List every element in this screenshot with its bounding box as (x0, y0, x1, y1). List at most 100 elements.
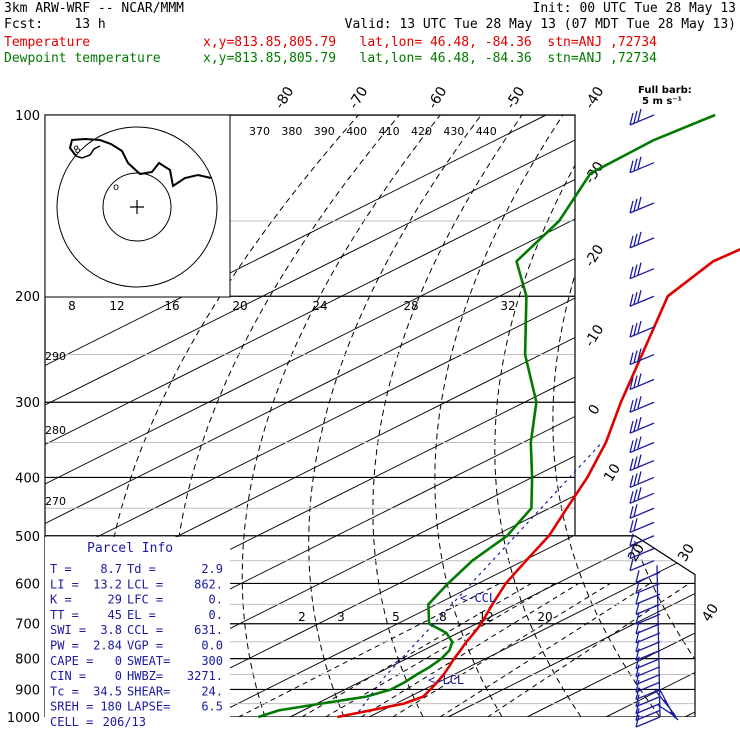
dry-adiabat (372, 115, 523, 717)
pressure-tick-label: 200 (15, 290, 40, 305)
isotherm (605, 115, 695, 717)
ccl-label: <-CCL (460, 591, 496, 605)
wind-barb-flag (633, 375, 638, 388)
wind-barb-flag (637, 156, 642, 169)
hodograph-speed-label: 28 (403, 299, 418, 313)
hodograph: 8o (44, 114, 231, 298)
wind-barb-flag (629, 475, 634, 488)
pressure-tick-label: 300 (15, 396, 40, 411)
wind-barb-staff (629, 114, 655, 126)
chart-frame (44, 114, 576, 717)
wind-barb-flag (629, 558, 634, 571)
wind-barb-flag (633, 322, 638, 336)
dry-adiabat (663, 115, 695, 717)
wind-barb-flag (633, 292, 638, 305)
wind-barb-flag (629, 112, 634, 126)
parcel-label: Tc = (50, 684, 79, 698)
wind-barb-flag (635, 570, 640, 583)
wind-barb-flag (633, 264, 638, 277)
full-barb-unit: 5 m s⁻¹ (642, 96, 682, 107)
parcel-value: 0. (209, 593, 223, 607)
parcel-label: SWI = (50, 623, 86, 637)
mixing-ratio-label: 20 (537, 610, 552, 624)
hodograph-ring-outer (56, 126, 218, 288)
pressure-tick-label: 1000 (7, 711, 40, 726)
parcel-info-title: Parcel Info (87, 541, 173, 556)
lcl-label: <-LCL (428, 673, 464, 687)
wind-barb-flag (637, 231, 642, 245)
mixing-ratio-line (360, 583, 579, 717)
wind-barb-flag (629, 533, 634, 546)
parcel-label: HWBZ= (127, 669, 163, 683)
isotherm (45, 115, 695, 717)
parcel-label: CAPE = (50, 654, 93, 668)
wind-barb-flag (629, 200, 634, 214)
valid-time: Valid: 13 UTC Tue 28 May 13 (07 MDT Tue … (344, 17, 736, 32)
wind-barb-staff (629, 441, 655, 454)
parcel-label: CCL = (127, 623, 163, 637)
parcel-info-panel: Parcel Info T = 8.7 Td = 2.9 LI = 13.2 LCL = 862… (45, 537, 230, 729)
init-time: Init: 00 UTC Tue 28 May 13 (532, 1, 737, 16)
pressure-tick-label: 600 (15, 577, 40, 592)
theta-label: 280 (45, 424, 66, 437)
wind-barb-flag (629, 520, 634, 533)
wind-barb-staff (629, 422, 655, 434)
isotherm-label: 40 (699, 601, 722, 625)
dry-adiabat (308, 115, 482, 717)
wind-barb-flag (629, 235, 634, 249)
temperature-profile (337, 247, 740, 719)
mixing-ratio-label: 5 (392, 610, 400, 624)
isotherm (45, 115, 695, 717)
full-barb-label: Full barb: (638, 85, 692, 96)
wind-barb-flag (629, 546, 634, 559)
wind-barb-flag (629, 491, 634, 504)
wind-barb-flag (635, 679, 640, 693)
wind-barb-flag (637, 290, 642, 303)
wind-barb-flag (637, 396, 642, 409)
wind-barb-flag (633, 110, 638, 124)
parcel-value: 2.9 (201, 562, 223, 576)
wind-barb-flag (629, 400, 634, 413)
wind-barb-flag (635, 664, 640, 677)
wind-barb-flag (633, 473, 638, 486)
wind-barb-staff (635, 632, 661, 644)
forecast-hour: Fcst: 13 h (4, 17, 106, 32)
wind-barb-staff (629, 326, 655, 338)
parcel-value: 2.84 (93, 639, 122, 653)
parcel-value: 180 (100, 700, 122, 714)
wind-barb-flag (637, 471, 642, 484)
isotherm-label: 10 (601, 461, 624, 485)
hodograph-speed-label: 8 (68, 299, 76, 313)
mixing-ratio-line (238, 583, 500, 717)
wind-barb-staff (635, 582, 661, 595)
parcel-value: 13.2 (93, 577, 122, 591)
isotherm (45, 115, 547, 717)
chart-frame-corner (575, 535, 696, 717)
wind-barb-staff (629, 295, 655, 307)
wind-barb-flag (635, 687, 640, 700)
mixing-ratio-label: 8 (439, 610, 447, 624)
parcel-value: 24. (201, 684, 223, 698)
wind-barb-flag (629, 420, 634, 434)
wind-barb-staff (635, 673, 661, 686)
wind-barb-flag (629, 160, 634, 173)
dry-adiabat (434, 115, 564, 717)
wind-barb-flag (637, 436, 642, 449)
isentrope-label: 380 (281, 125, 302, 138)
dry-adiabat (717, 115, 740, 717)
wind-barb-staff (635, 658, 661, 670)
wind-barb-staff (629, 237, 655, 249)
hodograph-speed-label: 32 (500, 299, 515, 313)
isotherm-label: -10 (582, 322, 608, 350)
parcel-value: 45 (108, 608, 122, 622)
wind-profile-staff (656, 565, 661, 718)
wind-barb-flag (629, 440, 634, 453)
wind-barb-flag (633, 489, 638, 502)
wind-barb-staff (629, 202, 655, 214)
parcel-value: 300 (201, 654, 223, 668)
isotherm (45, 115, 626, 717)
wind-barb-flag (635, 708, 640, 721)
wind-barb-flag (635, 602, 640, 615)
parcel-label: K = (50, 593, 72, 607)
theta-label: 290 (45, 350, 66, 363)
